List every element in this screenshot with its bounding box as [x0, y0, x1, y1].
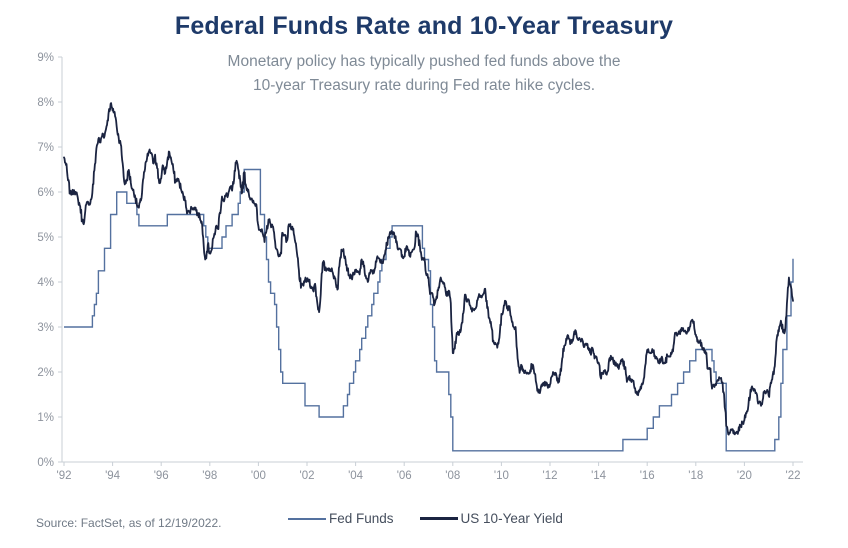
- x-tick-label: '22: [786, 470, 801, 482]
- x-tick-label: '00: [251, 470, 266, 482]
- x-tick-label: '04: [348, 470, 364, 482]
- y-tick-label: 1%: [37, 412, 54, 424]
- x-tick-label: '94: [105, 470, 121, 482]
- chart-subtitle-line2: 10-year Treasury rate during Fed rate hi…: [252, 77, 595, 94]
- treasury-line: [63, 102, 794, 436]
- x-tick-label: '96: [154, 470, 169, 482]
- y-tick-label: 7%: [37, 142, 54, 154]
- y-tick-label: 8%: [37, 97, 54, 109]
- treasury-legend-label: US 10-Year Yield: [460, 511, 563, 526]
- fed-funds-line: [64, 168, 794, 452]
- x-tick-label: '18: [688, 470, 703, 482]
- fed-funds-line-swatch: [288, 517, 326, 520]
- y-tick-label: 9%: [37, 52, 54, 64]
- y-tick-label: 6%: [37, 187, 54, 199]
- x-tick-label: '12: [543, 470, 558, 482]
- x-tick-label: '06: [397, 470, 412, 482]
- chart-subtitle-line1: Monetary policy has typically pushed fed…: [227, 53, 621, 70]
- x-tick-label: '98: [202, 470, 217, 482]
- y-tick-label: 0%: [37, 457, 54, 469]
- y-tick-label: 4%: [37, 277, 54, 289]
- chart-title: Federal Funds Rate and 10-Year Treasury: [174, 12, 674, 40]
- fed-funds-legend-label: Fed Funds: [329, 511, 394, 526]
- legend-item-fed-funds: Fed Funds: [288, 511, 394, 526]
- x-tick-label: '92: [57, 470, 72, 482]
- axis-lines: [61, 57, 803, 463]
- y-tick-label: 3%: [37, 322, 54, 334]
- x-tick-label: '08: [445, 470, 460, 482]
- x-tick-label: '10: [494, 470, 509, 482]
- y-tick-label: 2%: [37, 367, 54, 379]
- legend-item-treasury: US 10-Year Yield: [419, 511, 563, 526]
- legend: Fed Funds US 10-Year Yield: [288, 511, 563, 526]
- source-note: Source: FactSet, as of 12/19/2022.: [36, 516, 222, 530]
- x-tick-label: '14: [591, 470, 607, 482]
- x-tick-label: '20: [737, 470, 752, 482]
- y-tick-label: 5%: [37, 232, 54, 244]
- x-tick-label: '02: [300, 470, 315, 482]
- x-tick-label: '16: [640, 470, 655, 482]
- treasury-line-swatch: [419, 517, 458, 520]
